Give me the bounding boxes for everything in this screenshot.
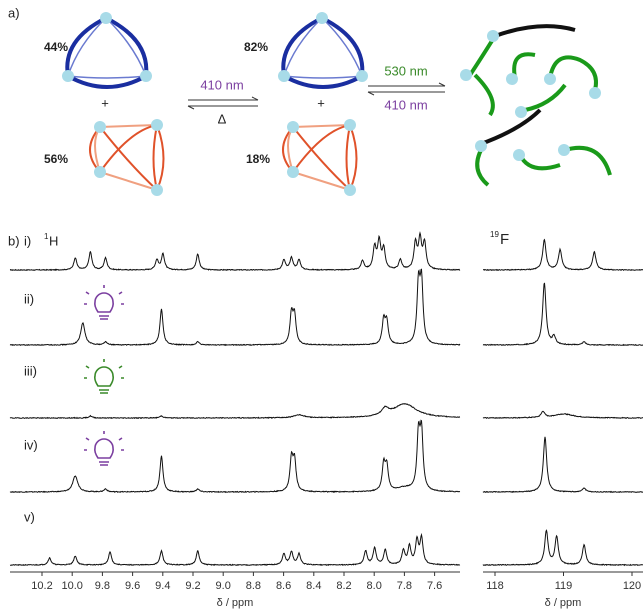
blue-cage bbox=[62, 12, 152, 89]
row-label: ii) bbox=[24, 291, 34, 306]
tick-label: 9.4 bbox=[155, 580, 170, 592]
tick-label: 7.8 bbox=[397, 580, 412, 592]
row-label: iv) bbox=[24, 437, 38, 452]
spectrum bbox=[9, 268, 461, 347]
plus: + bbox=[101, 95, 109, 110]
tick-label: 7.6 bbox=[427, 580, 442, 592]
panel-label: b) bbox=[8, 233, 20, 248]
percentage: 18% bbox=[246, 152, 270, 166]
tick-label: 119 bbox=[555, 580, 573, 592]
row-label: v) bbox=[24, 509, 35, 524]
spectrum bbox=[9, 231, 461, 272]
row-label: iii) bbox=[24, 363, 37, 378]
open-ligands bbox=[460, 24, 612, 187]
tick-label: 9.6 bbox=[125, 580, 140, 592]
percentage: 44% bbox=[44, 40, 68, 54]
nucleus-symbol: F bbox=[500, 231, 509, 248]
spectrum bbox=[9, 532, 461, 567]
arrow-label: 410 nm bbox=[384, 97, 427, 112]
spectrum bbox=[482, 410, 643, 420]
orange-cage bbox=[89, 119, 165, 196]
spectrum bbox=[9, 402, 461, 420]
axis-title: δ / ppm bbox=[217, 597, 254, 609]
tick-label: 8.0 bbox=[367, 580, 382, 592]
row-label: i) bbox=[24, 233, 31, 248]
spectrum bbox=[482, 282, 643, 347]
percentage: 82% bbox=[244, 40, 268, 54]
tick-label: 8.2 bbox=[336, 580, 351, 592]
equilibrium-arrow bbox=[367, 82, 446, 96]
bulb-icon bbox=[84, 431, 124, 466]
tick-label: 118 bbox=[486, 580, 504, 592]
orange-cage bbox=[282, 119, 358, 196]
tick-label: 9.0 bbox=[216, 580, 231, 592]
tick-label: 120 bbox=[623, 580, 641, 592]
nucleus-mass: 1 bbox=[44, 232, 49, 241]
arrow-label: 410 nm bbox=[200, 77, 243, 92]
bulb-icon bbox=[84, 359, 124, 394]
tick-label: 10.2 bbox=[31, 580, 52, 592]
tick-label: 10.0 bbox=[61, 580, 82, 592]
spectra bbox=[9, 231, 643, 567]
percentage: 56% bbox=[44, 152, 68, 166]
tick-label: 8.4 bbox=[306, 580, 321, 592]
spectrum bbox=[482, 529, 643, 567]
panel-label: a) bbox=[8, 5, 20, 20]
tick-label: 8.6 bbox=[276, 580, 291, 592]
tick-label: 9.2 bbox=[185, 580, 200, 592]
spectrum bbox=[482, 436, 643, 494]
tick-label: 9.8 bbox=[95, 580, 110, 592]
tick-label: 8.8 bbox=[246, 580, 261, 592]
equilibrium-arrow bbox=[187, 96, 259, 110]
nucleus-symbol: H bbox=[49, 233, 58, 248]
axis-title: δ / ppm bbox=[545, 597, 582, 609]
spectrum bbox=[9, 419, 461, 494]
spectrum bbox=[483, 238, 643, 272]
nucleus-mass: 19 bbox=[490, 230, 499, 239]
bulb-icon bbox=[84, 285, 124, 320]
arrow-label: Δ bbox=[218, 111, 227, 126]
arrow-label: 530 nm bbox=[384, 63, 427, 78]
blue-cage bbox=[278, 12, 368, 89]
plus: + bbox=[317, 95, 325, 110]
